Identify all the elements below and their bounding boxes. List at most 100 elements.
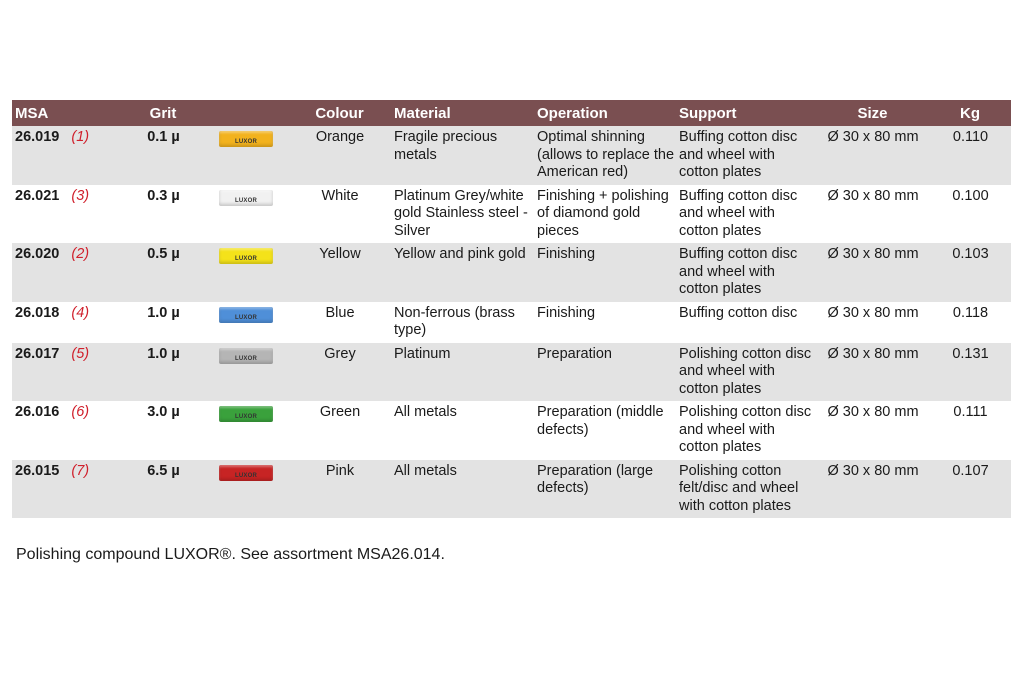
swatch-cell: LUXOR [208,459,288,518]
weight-cell: 0.111 [929,401,1011,460]
reference-number: (4) [71,304,90,321]
grit-cell: 6.5 µ [118,459,208,518]
msa-code-cell: 26.015 (7) [12,459,118,518]
colour-cell: Green [288,401,391,460]
header-grit: Grit [118,100,208,126]
msa-code-cell: 26.016 (6) [12,401,118,460]
footnote: Polishing compound LUXOR®. See assortmen… [16,546,445,563]
material-cell: All metals [391,401,534,460]
reference-number: (3) [71,187,90,204]
size-cell: Ø 30 x 80 mm [816,184,929,243]
table-row: 26.018 (4) 1.0 µ LUXOR Blue Non-ferrous (bras… [12,301,1011,343]
header-swatch [208,100,288,126]
weight-cell: 0.107 [929,459,1011,518]
header-support: Support [676,100,816,126]
reference-number: (1) [71,129,90,145]
colour-cell: Grey [288,342,391,401]
support-cell: Polishing cotton disc and wheel with cot… [676,401,816,460]
compound-bar-icon: LUXOR [219,131,273,147]
grit-cell: 0.1 µ [118,126,208,185]
compound-bar-icon: LUXOR [219,464,273,481]
table-row: 26.015 (7) 6.5 µ LUXOR Pink All metals Prepara… [12,459,1011,518]
size-cell: Ø 30 x 80 mm [816,342,929,401]
msa-code: 26.021 [15,187,60,204]
swatch-cell: LUXOR [208,184,288,243]
header-size: Size [816,100,929,126]
header-kg: Kg [929,100,1011,126]
reference-number: (5) [71,345,90,362]
support-cell: Polishing cotton disc and wheel with cot… [676,342,816,401]
material-cell: All metals [391,459,534,518]
grit-cell: 1.0 µ [118,301,208,343]
size-cell: Ø 30 x 80 mm [816,301,929,343]
weight-cell: 0.100 [929,184,1011,243]
swatch-cell: LUXOR [208,126,288,185]
compound-brand-label: LUXOR [235,256,257,262]
grit-cell: 0.5 µ [118,243,208,302]
msa-code: 26.019 [15,129,60,145]
compound-brand-label: LUXOR [235,314,257,321]
compound-brand-label: LUXOR [235,414,257,420]
support-cell: Buffing cotton disc and wheel with cotto… [676,184,816,243]
msa-code-cell: 26.017 (5) [12,342,118,401]
compound-bar-icon: LUXOR [219,248,273,264]
operation-cell: Finishing [534,301,676,343]
compound-brand-label: LUXOR [235,355,257,362]
weight-cell: 0.131 [929,342,1011,401]
msa-code: 26.020 [15,246,60,262]
msa-code: 26.015 [15,462,60,479]
operation-cell: Finishing [534,243,676,302]
table-row: 26.016 (6) 3.0 µ LUXOR Green All metals Prepar… [12,401,1011,460]
material-cell: Non-ferrous (brass type) [391,301,534,343]
msa-code-cell: 26.018 (4) [12,301,118,343]
swatch-cell: LUXOR [208,301,288,343]
material-cell: Platinum Grey/white gold Stainless steel… [391,184,534,243]
compound-bar-icon: LUXOR [219,306,273,323]
reference-number: (2) [71,246,90,262]
support-cell: Buffing cotton disc [676,301,816,343]
size-cell: Ø 30 x 80 mm [816,126,929,185]
grit-cell: 3.0 µ [118,401,208,460]
colour-cell: Pink [288,459,391,518]
size-cell: Ø 30 x 80 mm [816,243,929,302]
compound-bar-icon: LUXOR [219,347,273,364]
operation-cell: Preparation [534,342,676,401]
weight-cell: 0.110 [929,126,1011,185]
colour-cell: White [288,184,391,243]
operation-cell: Finishing + polishing of diamond gold pi… [534,184,676,243]
colour-cell: Blue [288,301,391,343]
header-material: Material [391,100,534,126]
compound-brand-label: LUXOR [235,472,257,479]
msa-code-cell: 26.020 (2) [12,243,118,302]
weight-cell: 0.103 [929,243,1011,302]
msa-code: 26.018 [15,304,60,321]
grit-cell: 0.3 µ [118,184,208,243]
weight-cell: 0.118 [929,301,1011,343]
msa-code-cell: 26.021 (3) [12,184,118,243]
operation-cell: Optimal shinning (allows to replace the … [534,126,676,185]
swatch-cell: LUXOR [208,243,288,302]
table-header-row: MSA Grit Colour Material Operation Suppo… [12,100,1011,126]
compound-brand-label: LUXOR [235,197,257,204]
header-msa: MSA [12,100,118,126]
support-cell: Buffing cotton disc and wheel with cotto… [676,243,816,302]
support-cell: Buffing cotton disc and wheel with cotto… [676,126,816,185]
colour-cell: Orange [288,126,391,185]
header-colour: Colour [288,100,391,126]
operation-cell: Preparation (large defects) [534,459,676,518]
colour-cell: Yellow [288,243,391,302]
compound-brand-label: LUXOR [235,139,257,145]
swatch-cell: LUXOR [208,401,288,460]
reference-number: (6) [71,404,90,420]
size-cell: Ø 30 x 80 mm [816,459,929,518]
reference-number: (7) [71,462,90,479]
msa-code-cell: 26.019 (1) [12,126,118,185]
table-row: 26.020 (2) 0.5 µ LUXOR Yellow Yellow and pink… [12,243,1011,302]
operation-cell: Preparation (middle defects) [534,401,676,460]
product-table: MSA Grit Colour Material Operation Suppo… [12,100,1011,518]
material-cell: Fragile precious metals [391,126,534,185]
table-row: 26.021 (3) 0.3 µ LUXOR White Platinum Grey/wh… [12,184,1011,243]
table-row: 26.019 (1) 0.1 µ LUXOR Orange Fragile preciou… [12,126,1011,185]
compound-bar-icon: LUXOR [219,189,273,206]
header-operation: Operation [534,100,676,126]
